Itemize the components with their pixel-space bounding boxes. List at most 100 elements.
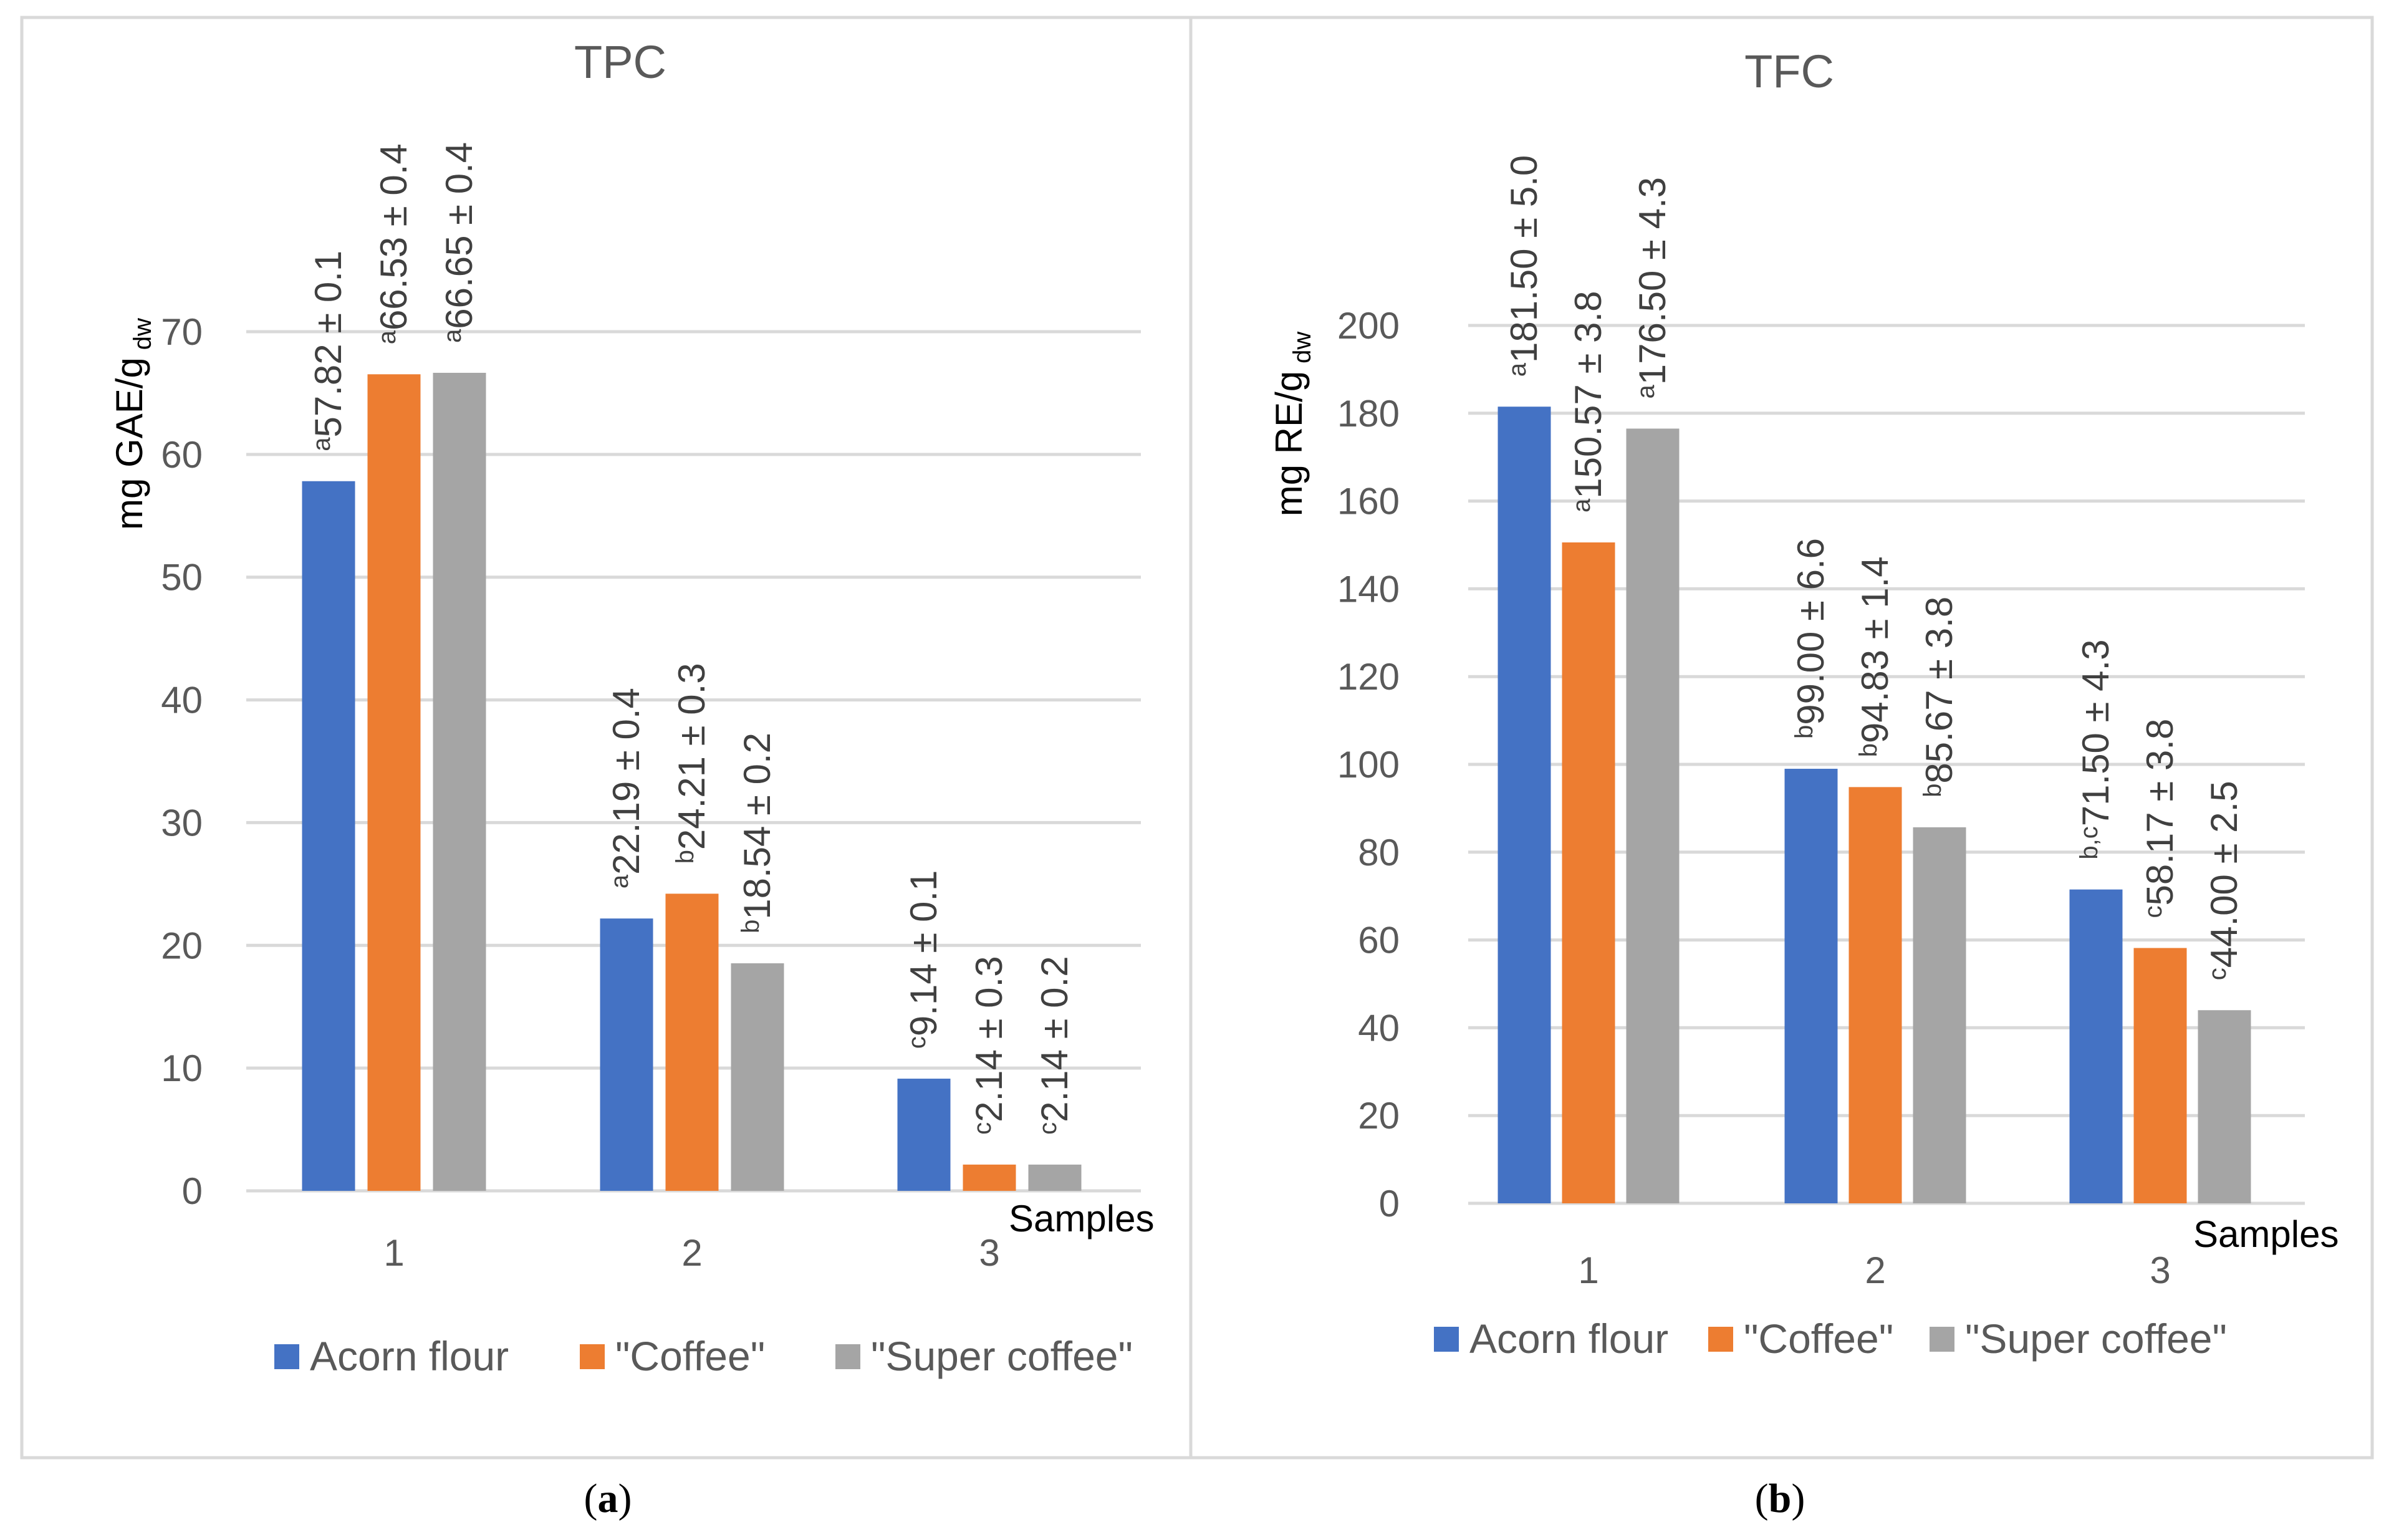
x-tick-label-tfc-2: 2 xyxy=(1865,1249,1885,1291)
bar-tfc-s2-g3 xyxy=(2133,948,2187,1203)
data-label-value: 9.14 ± 0.1 xyxy=(903,870,945,1036)
legend-label-tfc-3: "Super coffee" xyxy=(1965,1316,2227,1362)
y-tick-label-tfc-80: 80 xyxy=(1358,832,1400,873)
data-label-tpc-s3-g2: b18.54 ± 0.2 xyxy=(736,733,778,933)
bar-tpc-s2-g1 xyxy=(367,374,421,1191)
chart-title-tpc: TPC xyxy=(574,36,666,88)
data-label-value: 150.57 ± 3.8 xyxy=(1567,291,1609,499)
y-tick-label-tpc-50: 50 xyxy=(161,557,203,599)
legend-tfc: Acorn flour "Coffee" "Super coffee" xyxy=(1434,1316,2227,1362)
data-label-letter: a xyxy=(308,437,335,451)
data-label-value: 57.82 ± 0.1 xyxy=(307,251,349,438)
data-label-letter: a xyxy=(1504,362,1531,377)
data-label-tpc-s2-g2: b24.21 ± 0.3 xyxy=(671,663,713,864)
legend-swatch-tfc-2 xyxy=(1708,1327,1733,1352)
data-label-letter: a xyxy=(1568,498,1595,513)
bar-tfc-s3-g1 xyxy=(1626,428,1680,1204)
data-label-tpc-s2-g3: c2.14 ± 0.3 xyxy=(968,956,1010,1134)
bar-tpc-s3-g1 xyxy=(433,372,486,1191)
data-label-letter: a xyxy=(439,329,466,343)
data-label-letter: b xyxy=(671,850,699,864)
data-label-value: 2.14 ± 0.3 xyxy=(968,956,1010,1122)
y-tick-label-tpc-0: 0 xyxy=(182,1170,203,1212)
data-label-value: 66.65 ± 0.4 xyxy=(438,142,480,329)
data-label-tfc-s1-g2: b99.00 ± 6.6 xyxy=(1790,538,1832,739)
data-label-letter: b xyxy=(1791,725,1818,739)
y-tick-label-tpc-30: 30 xyxy=(161,802,203,844)
data-label-letter: b xyxy=(1855,743,1882,757)
bar-tfc-s2-g1 xyxy=(1562,542,1615,1203)
y-tick-label-tfc-20: 20 xyxy=(1358,1095,1400,1137)
y-tick-label-tpc-70: 70 xyxy=(161,311,203,353)
data-label-letter: a xyxy=(606,874,633,888)
y-tick-label-tfc-180: 180 xyxy=(1337,393,1400,435)
data-label-value: 176.50 ± 4.3 xyxy=(1632,177,1673,385)
bar-tfc-s3-g3 xyxy=(2198,1010,2251,1203)
legend-label-tpc-1: Acorn flour xyxy=(310,1333,509,1379)
data-label-letter: c xyxy=(2204,968,2231,980)
x-tick-label-tfc-3: 3 xyxy=(2150,1249,2170,1291)
data-label-value: 22.19 ± 0.4 xyxy=(605,688,647,875)
data-label-tfc-s1-g3: b,c71.50 ± 4.3 xyxy=(2075,639,2117,859)
y-axis-label-main-tpc: mg GAE/g xyxy=(108,357,150,530)
data-label-tfc-s1-g1: a181.50 ± 5.0 xyxy=(1503,155,1545,377)
x-tick-label-tpc-1: 1 xyxy=(383,1232,404,1274)
data-label-tpc-s3-g1: a66.65 ± 0.4 xyxy=(438,142,480,343)
bar-tpc-s2-g3 xyxy=(963,1164,1016,1191)
data-label-tpc-s2-g1: a66.53 ± 0.4 xyxy=(373,143,415,344)
data-label-value: 94.83 ± 1.4 xyxy=(1854,556,1896,743)
x-axis-label-tfc: Samples xyxy=(2193,1213,2339,1255)
data-label-letter: b xyxy=(737,920,764,933)
y-ticks-tfc: 0 20 40 60 80 100 120 140 160 180 200 xyxy=(1337,305,1400,1225)
data-label-tpc-s3-g3: c2.14 ± 0.2 xyxy=(1034,956,1075,1134)
bar-tpc-s2-g2 xyxy=(665,893,719,1191)
data-label-letter: c xyxy=(2140,905,2167,918)
data-label-letter: a xyxy=(1632,384,1660,398)
bar-tfc-s1-g1 xyxy=(1497,407,1551,1203)
panel-label-a-letter: a xyxy=(598,1476,618,1521)
bar-tpc-s1-g1 xyxy=(302,481,355,1191)
data-label-value: 2.14 ± 0.2 xyxy=(1034,956,1075,1122)
y-axis-label-sub-tpc: dw xyxy=(129,318,156,350)
data-label-letter: c xyxy=(1034,1122,1062,1135)
data-label-letter: b,c xyxy=(2075,826,2103,859)
x-tick-label-tpc-3: 3 xyxy=(979,1232,999,1274)
y-tick-label-tpc-10: 10 xyxy=(161,1047,203,1089)
y-tick-label-tpc-60: 60 xyxy=(161,434,203,476)
legend-label-tfc-1: Acorn flour xyxy=(1469,1316,1668,1362)
data-label-tfc-s3-g2: b85.67 ± 3.8 xyxy=(1918,597,1960,797)
data-label-tfc-s3-g1: a176.50 ± 4.3 xyxy=(1632,177,1673,398)
legend-swatch-tpc-2 xyxy=(580,1344,605,1369)
y-axis-label-sub-tfc: dw xyxy=(1289,332,1316,363)
y-tick-label-tfc-40: 40 xyxy=(1358,1007,1400,1049)
bar-tfc-s2-g2 xyxy=(1848,787,1902,1203)
data-label-value: 99.00 ± 6.6 xyxy=(1790,538,1832,725)
legend-label-tpc-2: "Coffee" xyxy=(615,1333,765,1379)
legend-swatch-tfc-3 xyxy=(1930,1327,1954,1352)
panel-label-b: (b) xyxy=(1755,1476,1805,1521)
y-axis-label-main-tfc: mg RE/g xyxy=(1268,371,1310,516)
legend-label-tfc-2: "Coffee" xyxy=(1744,1316,1893,1362)
y-tick-label-tfc-200: 200 xyxy=(1337,305,1400,347)
data-label-tpc-s1-g1: a57.82 ± 0.1 xyxy=(307,251,349,451)
panel-label-b-letter: b xyxy=(1769,1476,1792,1521)
x-ticks-tpc: 1 2 3 xyxy=(383,1232,999,1274)
data-label-tfc-s2-g2: b94.83 ± 1.4 xyxy=(1854,556,1896,757)
y-tick-label-tpc-40: 40 xyxy=(161,680,203,721)
data-label-tfc-s3-g3: c44.00 ± 2.5 xyxy=(2203,781,2245,980)
data-label-value: 71.50 ± 4.3 xyxy=(2075,639,2117,826)
data-label-tpc-s1-g3: c9.14 ± 0.1 xyxy=(903,870,945,1049)
data-label-value: 24.21 ± 0.3 xyxy=(671,663,713,850)
data-label-value: 181.50 ± 5.0 xyxy=(1503,155,1545,363)
bar-tpc-s3-g3 xyxy=(1028,1164,1082,1191)
chart-area-frame-tpc xyxy=(20,16,1193,1460)
data-label-value: 44.00 ± 2.5 xyxy=(2203,781,2245,968)
data-label-letter: c xyxy=(903,1036,931,1049)
y-tick-label-tfc-140: 140 xyxy=(1337,568,1400,610)
y-tick-label-tpc-20: 20 xyxy=(161,925,203,966)
y-tick-label-tfc-100: 100 xyxy=(1337,744,1400,786)
y-tick-label-tfc-0: 0 xyxy=(1379,1183,1400,1225)
y-tick-label-tfc-120: 120 xyxy=(1337,656,1400,698)
